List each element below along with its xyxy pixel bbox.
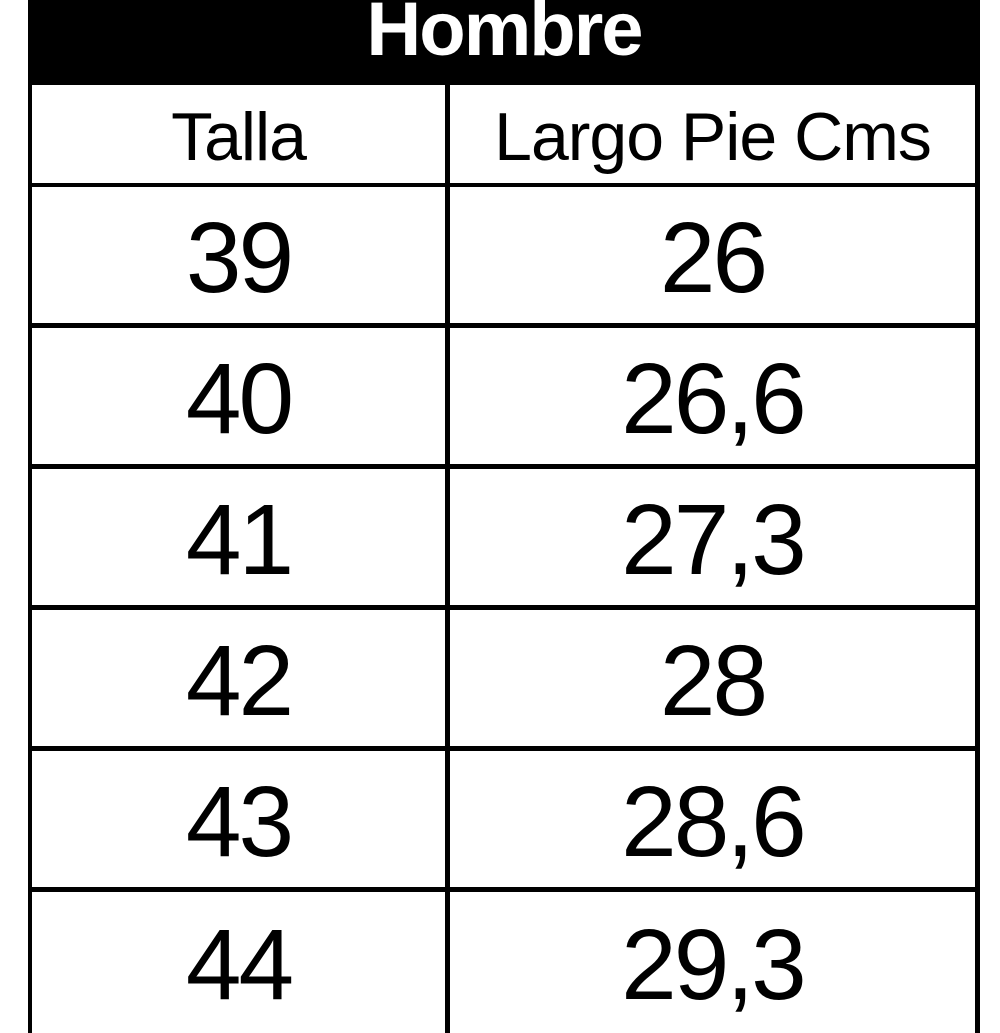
cell-largo-value: 29,3 [621, 909, 807, 1021]
table-row: 42 28 [28, 610, 980, 751]
table-row: 39 26 [28, 187, 980, 328]
cell-talla: 43 [32, 751, 450, 887]
column-header-talla-label: Talla [171, 99, 307, 175]
cell-talla: 44 [32, 892, 450, 1033]
cell-talla-value: 44 [185, 909, 294, 1021]
cell-largo: 29,3 [450, 892, 975, 1033]
column-header-talla: Talla [32, 85, 450, 183]
cell-talla: 42 [32, 610, 450, 746]
table-row: 43 28,6 [28, 751, 980, 892]
size-chart-table: Hombre Talla Largo Pie Cms 39 26 40 26,6… [28, 0, 980, 1033]
column-header-largo-pie-label: Largo Pie Cms [494, 99, 932, 175]
table-row: 44 29,3 [28, 892, 980, 1033]
cell-talla: 40 [32, 328, 450, 464]
cell-talla-value: 43 [185, 765, 294, 878]
cell-talla-value: 40 [185, 342, 294, 455]
cell-largo: 28 [450, 610, 975, 746]
cell-largo-value: 28,6 [621, 765, 807, 878]
column-header-largo-pie: Largo Pie Cms [450, 85, 975, 183]
cell-talla: 39 [32, 187, 450, 323]
cell-talla: 41 [32, 469, 450, 605]
table-header-row: Talla Largo Pie Cms [28, 85, 980, 187]
cell-largo: 26,6 [450, 328, 975, 464]
table-title-band: Hombre [28, 0, 980, 85]
cell-talla-value: 39 [185, 201, 294, 314]
table-row: 41 27,3 [28, 469, 980, 610]
cell-talla-value: 42 [185, 624, 294, 737]
cell-largo-value: 28 [659, 624, 768, 737]
cell-largo: 26 [450, 187, 975, 323]
cell-largo-value: 27,3 [621, 483, 807, 596]
cell-largo: 27,3 [450, 469, 975, 605]
cell-largo-value: 26,6 [621, 342, 807, 455]
table-row: 40 26,6 [28, 328, 980, 469]
cell-largo: 28,6 [450, 751, 975, 887]
cell-talla-value: 41 [185, 483, 294, 596]
table-title: Hombre [366, 0, 643, 72]
cell-largo-value: 26 [659, 201, 768, 314]
